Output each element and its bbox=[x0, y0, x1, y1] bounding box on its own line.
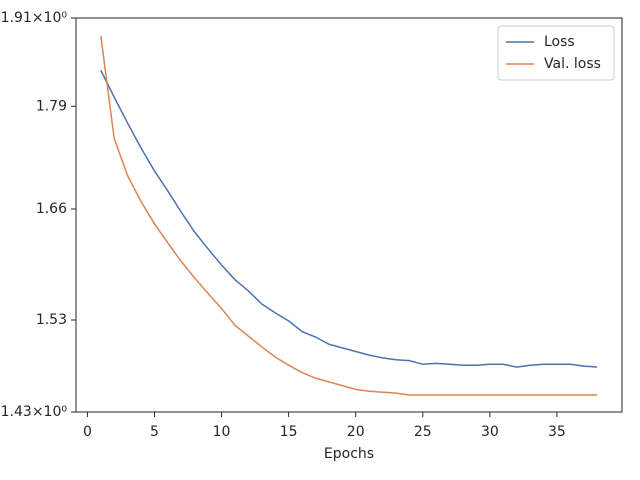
y-tick-label: 1.43×10⁰ bbox=[1, 404, 68, 420]
line bbox=[100, 69, 598, 368]
x-tick-label: 0 bbox=[83, 424, 92, 440]
x-tick-label: 5 bbox=[150, 424, 159, 440]
x-axis-label: Epochs bbox=[324, 446, 374, 462]
y-tick-label: 1.91×10⁰ bbox=[1, 10, 68, 26]
line bbox=[100, 35, 598, 396]
y-tick-label: 1.79 bbox=[36, 98, 67, 114]
legend-label: Loss bbox=[544, 34, 575, 50]
legend-label: Val. loss bbox=[544, 56, 601, 72]
y-tick-label: 1.53 bbox=[36, 312, 67, 328]
x-tick-label: 25 bbox=[414, 424, 432, 440]
y-tick-label: 1.66 bbox=[36, 201, 67, 217]
legend-box bbox=[497, 25, 615, 81]
x-tick-label: 30 bbox=[481, 424, 499, 440]
x-tick-label: 20 bbox=[347, 424, 365, 440]
x-tick-label: 35 bbox=[548, 424, 566, 440]
plot-frame bbox=[75, 17, 623, 413]
x-tick-label: 10 bbox=[213, 424, 231, 440]
x-tick-label: 15 bbox=[280, 424, 298, 440]
